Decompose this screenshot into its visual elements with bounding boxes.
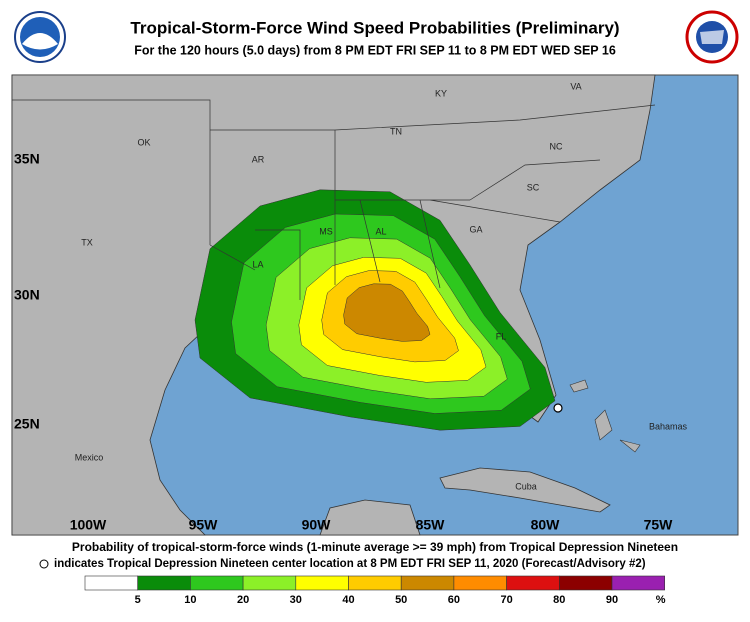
longitude-label: 85W [416,517,446,533]
place-label: AL [375,226,386,236]
place-label: TN [390,126,402,136]
legend-swatch [137,575,191,591]
longitude-label: 80W [531,517,561,533]
legend-label: 90 [606,594,618,606]
legend-unit: % [656,594,666,606]
place-label: Mexico [75,452,104,462]
legend-label: 40 [342,594,354,606]
legend-label: 60 [448,594,460,606]
legend-swatch [84,575,139,591]
noaa-logo [14,11,66,63]
note-symbol [39,559,49,569]
contour-band [343,283,431,342]
place-label: NC [550,141,563,151]
bahamas [569,379,641,453]
place-label: Bahamas [649,421,688,431]
latitude-label: 25N [14,416,40,432]
longitude-label: 75W [644,517,674,533]
legend-label: 80 [553,594,565,606]
legend-swatch [400,575,455,591]
legend-label: 10 [184,594,196,606]
latitude-label: 35N [14,151,40,167]
footer-note: indicates Tropical Depression Nineteen c… [54,558,646,570]
yucatan [319,499,421,536]
footer-description: Probability of tropical-storm-force wind… [72,540,678,554]
longitude-label: 100W [70,517,107,533]
place-label: KY [435,88,447,98]
place-label: MS [319,226,333,236]
place-label: TX [81,237,93,247]
map: 35N 30N 25N 100W 95W 90W 85W 80W 75W OK AR TN KY VA NC… [11,74,739,536]
storm-center [553,403,563,413]
place-label: OK [137,137,150,147]
legend: 5 10 20 30 40 50 60 70 80 90% [84,575,666,606]
legend-swatch [558,575,613,591]
state-borders [12,99,656,300]
probability-contours [194,189,556,431]
legend-label: 30 [290,594,302,606]
legend-swatch [190,575,244,591]
longitude-label: 90W [302,517,332,533]
legend-swatch [348,575,402,591]
subtitle: For the 120 hours (5.0 days) from 8 PM E… [134,43,616,57]
longitude-label: 95W [189,517,219,533]
latitude-label: 30N [14,287,40,303]
legend-swatch [611,575,666,591]
place-label: Cuba [515,481,537,491]
place-label: VA [570,81,581,91]
legend-label: 20 [237,594,249,606]
nws-logo [685,10,739,64]
legend-label: 50 [395,594,407,606]
place-label: SC [527,182,540,192]
legend-swatch [506,575,560,591]
place-label: AR [252,154,265,164]
legend-swatch [295,575,349,591]
title: Tropical-Storm-Force Wind Speed Probabil… [130,18,619,37]
place-label: LA [252,259,263,269]
place-label: GA [469,224,482,234]
cuba [439,467,611,513]
legend-label: 70 [500,594,512,606]
place-label: FL [496,331,507,341]
legend-label: 5 [135,594,141,606]
legend-swatch [242,575,297,591]
legend-swatch [453,575,507,591]
